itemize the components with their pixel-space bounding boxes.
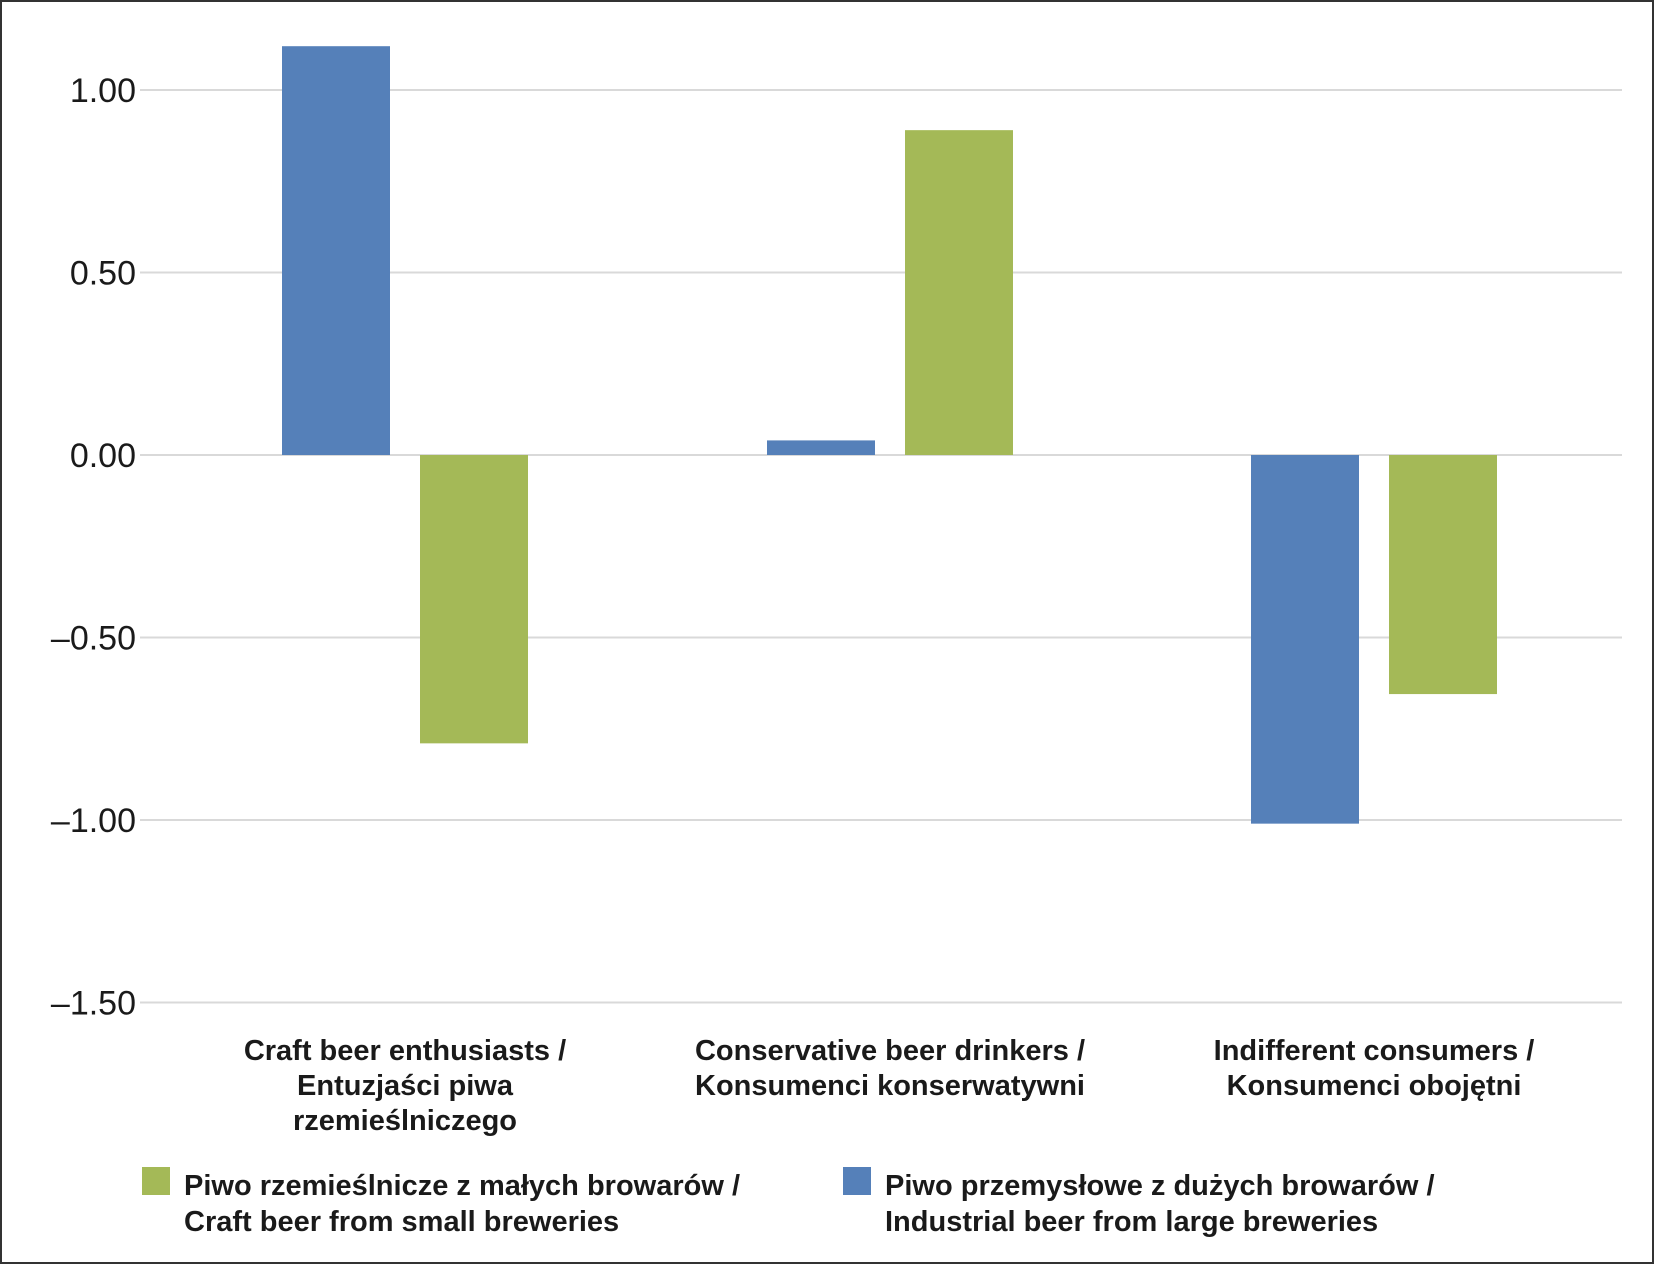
category-labels: Craft beer enthusiasts /Entuzjaści piwar… bbox=[244, 1035, 1535, 1137]
x-category-label: Conservative beer drinkers / bbox=[695, 1035, 1085, 1067]
y-tick-label: –1.00 bbox=[51, 802, 136, 840]
bar bbox=[767, 440, 875, 455]
bar bbox=[905, 130, 1013, 455]
y-tick-label: 1.00 bbox=[70, 72, 136, 110]
y-tick-label: –0.50 bbox=[51, 620, 136, 658]
legend-swatch bbox=[142, 1167, 170, 1195]
bars bbox=[282, 46, 1497, 824]
legend-label: Craft beer from small breweries bbox=[184, 1206, 619, 1238]
bar bbox=[1389, 455, 1497, 695]
x-category-label: Entuzjaści piwa bbox=[297, 1070, 514, 1102]
legend: Piwo rzemieślnicze z małych browarów / Cr… bbox=[142, 1167, 1435, 1238]
y-axis-tick-labels: 1.00 0.50 0.00 –0.50 –1.00 –1.50 bbox=[51, 72, 136, 1023]
y-tick-label: 0.50 bbox=[70, 255, 136, 293]
x-category-label: Craft beer enthusiasts / bbox=[244, 1035, 566, 1067]
x-category-label: Indifferent consumers / bbox=[1214, 1035, 1535, 1067]
bar bbox=[420, 455, 528, 744]
bar bbox=[1251, 455, 1359, 824]
bar bbox=[282, 46, 390, 455]
legend-label: Industrial beer from large breweries bbox=[885, 1206, 1378, 1238]
y-tick-label: –1.50 bbox=[51, 985, 136, 1023]
legend-label: Piwo rzemieślnicze z małych browarów / bbox=[184, 1170, 740, 1202]
y-tick-label: 0.00 bbox=[70, 437, 136, 475]
legend-swatch bbox=[843, 1167, 871, 1195]
x-category-label: Konsumenci obojętni bbox=[1227, 1070, 1522, 1102]
x-category-label: rzemieślniczego bbox=[293, 1105, 517, 1137]
x-category-label: Konsumenci konserwatywni bbox=[695, 1070, 1085, 1102]
legend-label: Piwo przemysłowe z dużych browarów / bbox=[885, 1170, 1435, 1202]
